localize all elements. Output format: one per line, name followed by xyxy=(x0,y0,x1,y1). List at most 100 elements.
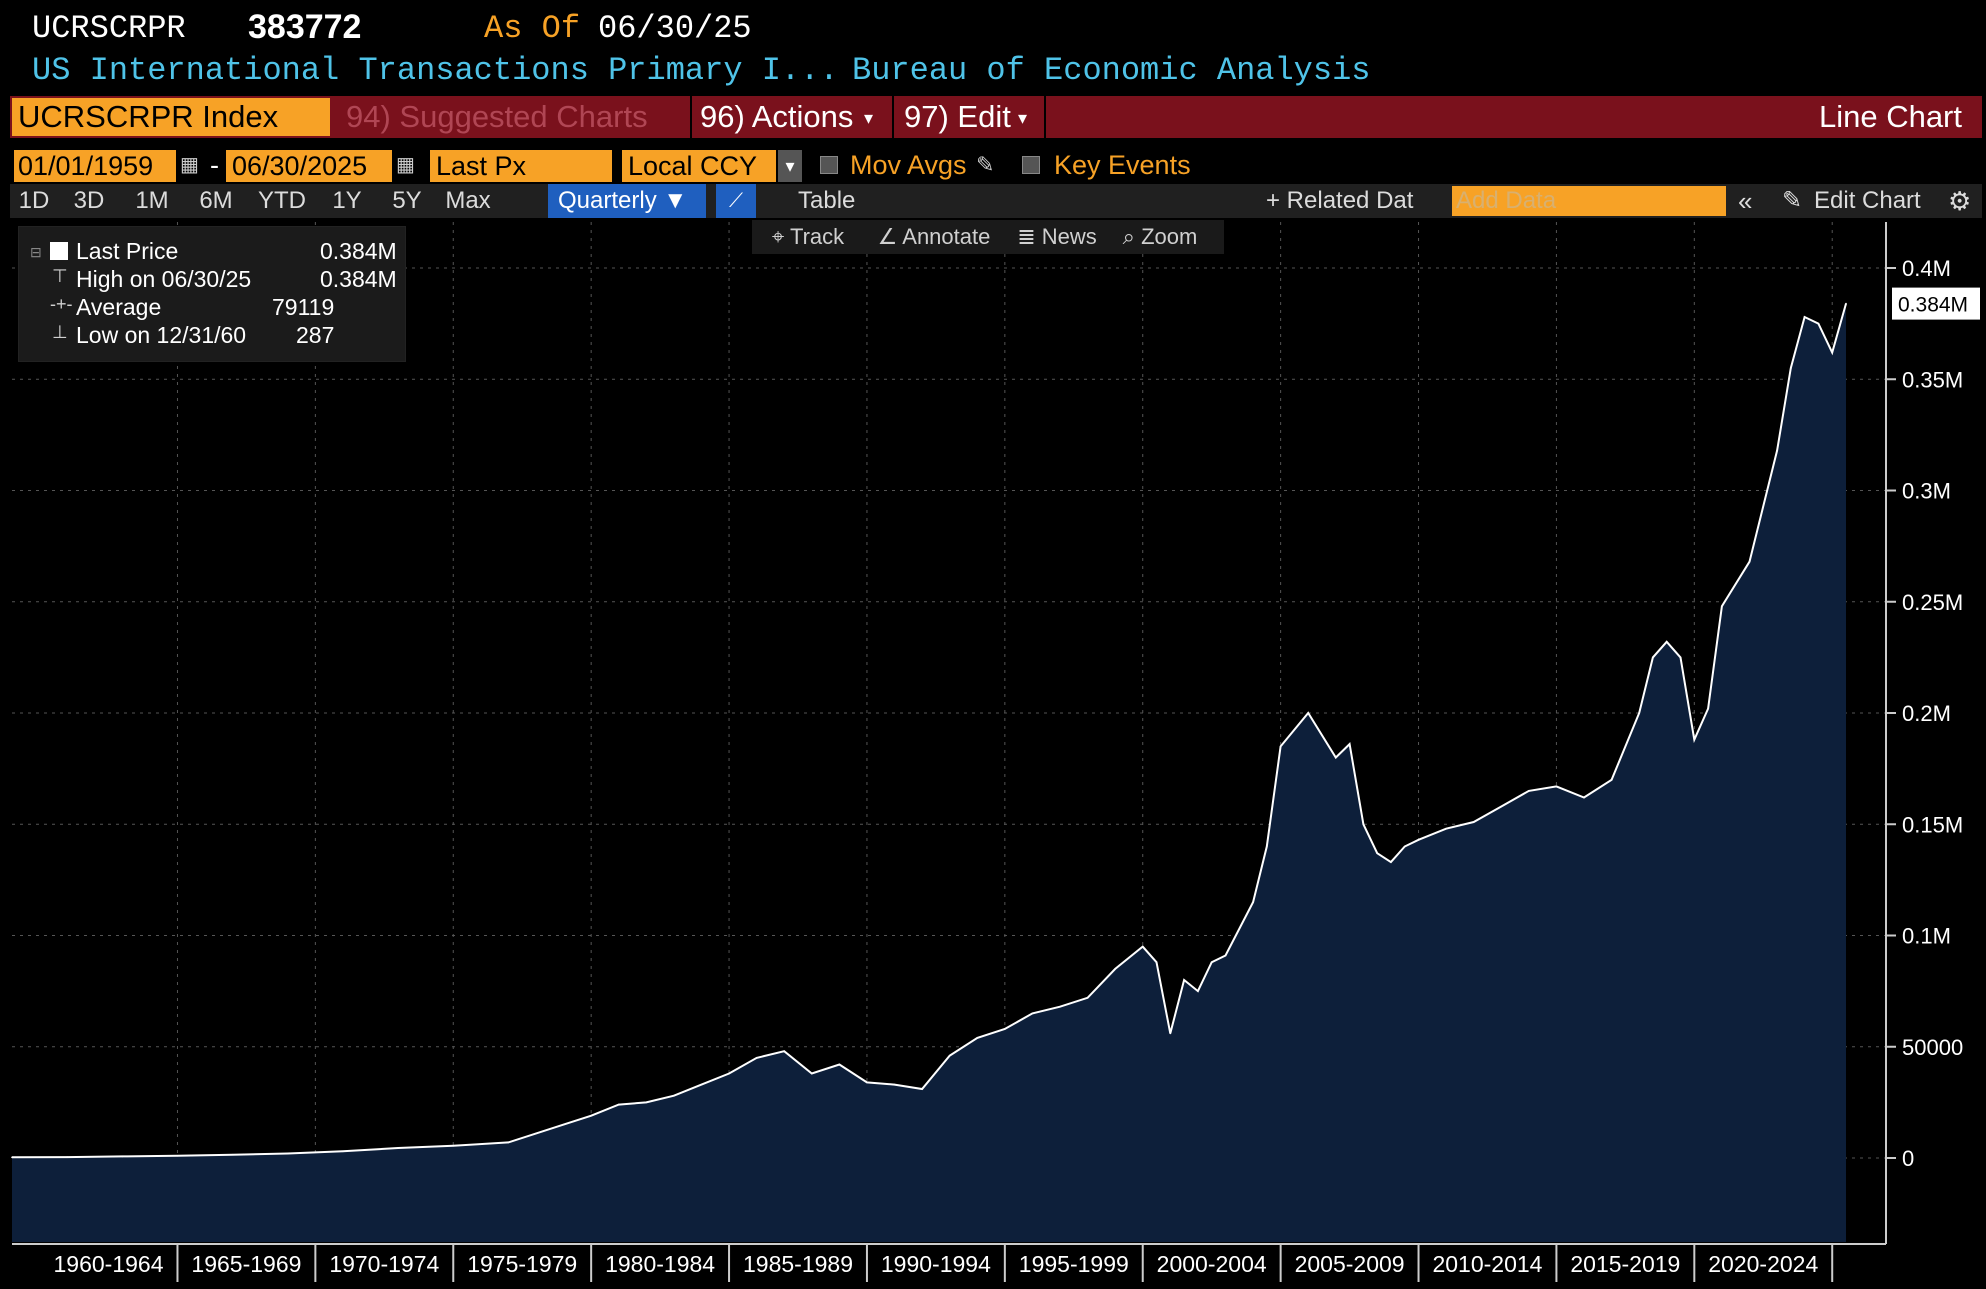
tool-label: Track xyxy=(789,224,845,249)
table-button[interactable]: Table xyxy=(798,187,856,214)
chart-canvas[interactable]: 0 50000 0.1M 0.15M 0.2M 0.25M 0.3M 0.35M 0.4M 0.3… xyxy=(0,222,1986,1289)
suggested-charts-menu[interactable]: 94) Suggested Charts xyxy=(346,99,648,134)
legend-low-value: 287 xyxy=(296,322,335,348)
x-tick-label: 2020-2024 xyxy=(1708,1251,1818,1277)
y-tick-label: 0.1M xyxy=(1902,924,1951,949)
legend-high-value: 0.384M xyxy=(320,266,397,292)
x-tick-label: 2005-2009 xyxy=(1295,1251,1405,1277)
collapse-icon[interactable]: ⊟ xyxy=(30,244,42,260)
data-point xyxy=(176,1154,179,1157)
pencil-icon[interactable]: ✎ xyxy=(976,152,995,177)
data-point xyxy=(342,1150,344,1153)
period-button-max[interactable]: Max xyxy=(445,187,491,214)
edit-chart-button[interactable]: Edit Chart xyxy=(1814,187,1921,214)
legend-high-label: High on 06/30/25 xyxy=(76,266,252,292)
annotate-icon: ∠ xyxy=(877,224,903,249)
data-point xyxy=(728,1072,730,1075)
data-point xyxy=(1652,656,1654,659)
period-button-1d[interactable]: 1D xyxy=(18,187,50,214)
period-button-1m[interactable]: 1M xyxy=(135,187,169,214)
data-point xyxy=(1031,1012,1034,1015)
key-events-checkbox[interactable] xyxy=(1022,156,1040,174)
data-point xyxy=(1169,1032,1172,1035)
data-point xyxy=(1803,316,1806,318)
menu-divider xyxy=(1044,96,1046,138)
data-point xyxy=(590,1114,592,1117)
mov-avgs-label[interactable]: Mov Avgs xyxy=(850,150,967,180)
data-point xyxy=(1210,961,1213,963)
period-button-1y[interactable]: 1Y xyxy=(332,187,362,214)
tool-track[interactable]: ⌖ Track xyxy=(752,224,864,250)
y-tick-label: 50000 xyxy=(1902,1035,1963,1060)
chevron-down-icon: ▾ xyxy=(1018,108,1028,128)
currency-select[interactable]: Local CCY xyxy=(622,150,776,182)
calendar-icon[interactable]: ▦ xyxy=(180,154,199,176)
track-icon: ⌖ xyxy=(771,224,790,249)
x-tick-label: 2010-2014 xyxy=(1432,1251,1542,1277)
data-point xyxy=(1224,954,1227,957)
related-data-button[interactable]: + Related Dat xyxy=(1266,187,1414,214)
data-point xyxy=(1748,560,1751,563)
menu-divider xyxy=(892,96,894,138)
x-tick-label: 1960-1964 xyxy=(54,1251,164,1277)
data-point xyxy=(617,1103,620,1106)
tool-label: News xyxy=(1041,224,1097,249)
calendar-icon[interactable]: ▦ xyxy=(396,154,415,176)
x-axis: 1960-1964 1965-1969 1970-1974 1975-1979 1980… xyxy=(12,1243,1886,1282)
y-tick-label: 0 xyxy=(1902,1146,1914,1171)
chevron-down-icon: ▾ xyxy=(864,108,874,128)
field-select[interactable]: Last Px xyxy=(430,150,612,182)
start-date-input[interactable]: 01/01/1959 xyxy=(14,150,176,182)
data-point xyxy=(893,1083,896,1086)
series-line xyxy=(11,303,1847,1159)
low-marker-icon: ⊥ xyxy=(52,322,68,342)
news-icon: ≣ xyxy=(1017,224,1042,249)
y-tick-label: 0.2M xyxy=(1902,701,1951,726)
period-button-5y[interactable]: 5Y xyxy=(392,187,422,214)
data-point xyxy=(1721,605,1723,607)
legend-low-label: Low on 12/31/60 xyxy=(76,322,247,348)
as-of-date: 06/30/25 xyxy=(598,10,752,47)
data-point xyxy=(838,1063,841,1066)
line-chart-icon[interactable]: ⟋ xyxy=(716,184,756,218)
security-field[interactable]: UCRSCRPR Index xyxy=(12,98,330,136)
source-name: Bureau of Economic Analysis xyxy=(852,52,1371,89)
ticker: UCRSCRPR xyxy=(32,10,186,47)
area-fill xyxy=(12,303,1846,1243)
data-point xyxy=(1403,845,1406,848)
edit-menu[interactable]: 97) Edit xyxy=(904,99,1011,134)
data-point xyxy=(755,1057,758,1059)
data-point xyxy=(1445,827,1447,830)
data-point xyxy=(507,1141,510,1144)
data-point xyxy=(452,1144,455,1147)
data-point xyxy=(1500,805,1503,808)
key-events-label[interactable]: Key Events xyxy=(1054,150,1191,180)
data-point xyxy=(1348,743,1351,745)
data-point xyxy=(810,1072,813,1075)
data-point xyxy=(783,1050,786,1052)
period-button-3d[interactable]: 3D xyxy=(73,187,105,214)
legend-avg-value: 79119 xyxy=(272,294,335,320)
legend-last-label: Last Price xyxy=(76,238,179,264)
tool-zoom[interactable]: ⌕ Zoom xyxy=(1110,224,1210,250)
menu-divider xyxy=(690,96,692,138)
data-point xyxy=(1472,821,1475,823)
tool-news[interactable]: ≣ News xyxy=(1004,224,1110,250)
frequency-select[interactable]: Quarterly ▼ xyxy=(548,184,706,218)
data-point xyxy=(1252,901,1254,903)
chevron-down-icon[interactable]: ▾ xyxy=(778,150,802,182)
mov-avgs-checkbox[interactable] xyxy=(820,156,838,174)
y-tick-label: 0.4M xyxy=(1902,256,1951,281)
tool-annotate[interactable]: ∠ Annotate xyxy=(864,224,1004,250)
collapse-icon[interactable]: « xyxy=(1738,186,1753,216)
period-button-ytd[interactable]: YTD xyxy=(258,187,306,214)
gear-icon[interactable]: ⚙ xyxy=(1948,186,1972,216)
end-date-input[interactable]: 06/30/2025 xyxy=(226,150,392,182)
actions-menu[interactable]: 96) Actions xyxy=(700,99,854,134)
period-button-6m[interactable]: 6M xyxy=(199,187,233,214)
data-point xyxy=(1086,997,1089,999)
chart-type-label[interactable]: Line Chart xyxy=(1818,99,1962,134)
series-description: US International Transactions Primary I.… xyxy=(32,52,839,89)
add-data-input[interactable]: Add Data xyxy=(1452,186,1726,216)
data-point xyxy=(1004,1028,1006,1030)
